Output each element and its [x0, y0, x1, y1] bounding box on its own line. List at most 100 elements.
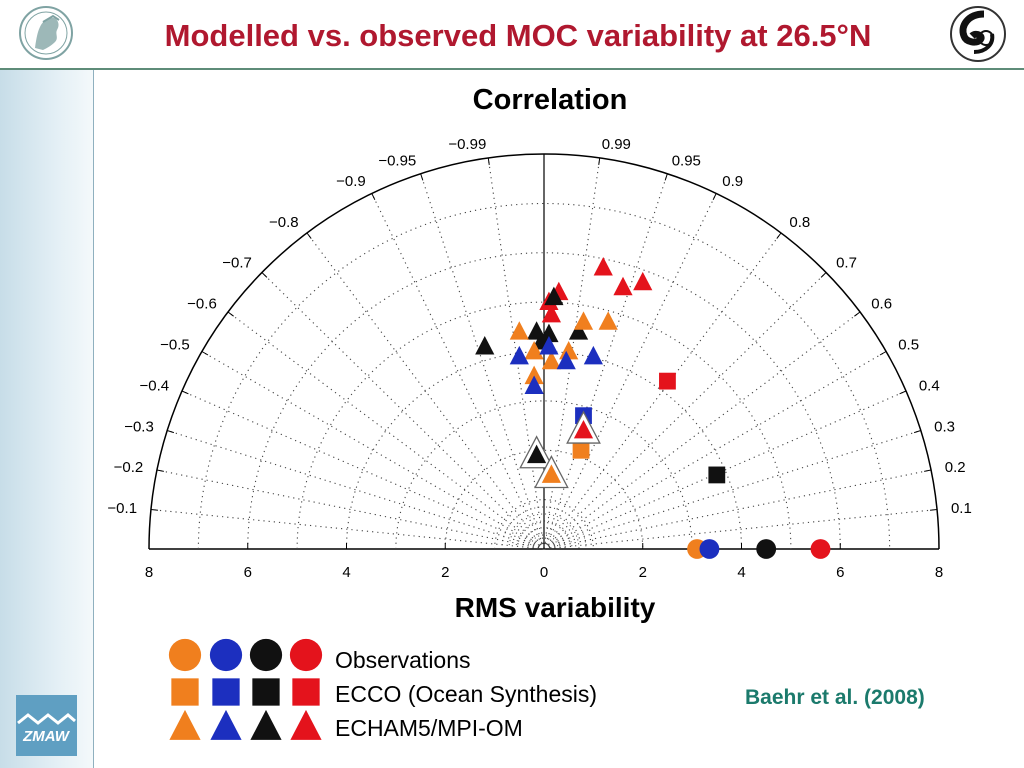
triangle-marker-orange	[541, 350, 562, 370]
rms-tick-label: 6	[244, 564, 252, 581]
correlation-tick	[181, 390, 189, 395]
zmaw-logo: ZMAW	[16, 695, 77, 756]
correlation-tick	[776, 232, 782, 239]
rms-tick-label: 0	[540, 564, 548, 581]
legend-label-ecco: ECCO (Ocean Synthesis)	[335, 681, 598, 707]
correlation-tick-label: −0.6	[187, 296, 217, 313]
rms-tick-label: 6	[836, 564, 844, 581]
correlation-tick	[924, 469, 932, 472]
correlation-tick	[899, 390, 907, 395]
correlation-tick-label: 0.1	[951, 500, 972, 517]
citation: Baehr et al. (2008)	[745, 686, 925, 709]
correlation-tick-label: −0.1	[107, 500, 137, 517]
circle-marker-blue	[699, 539, 720, 559]
rms-tick-label: 2	[639, 564, 647, 581]
triangle-marker-orange	[559, 340, 579, 360]
correlation-grid-line	[227, 311, 545, 550]
square-marker-black	[708, 466, 726, 484]
correlation-grid-line	[543, 157, 601, 550]
outlined-triangle-frame	[566, 410, 601, 444]
origin-grid-circle	[515, 520, 573, 550]
triangle-marker-black	[544, 286, 564, 306]
triangle-marker-black	[526, 321, 547, 340]
triangle-marker-orange	[598, 311, 618, 330]
legend-circle-marker	[168, 638, 202, 672]
correlation-grid-line	[487, 157, 545, 550]
correlation-tick	[227, 311, 234, 317]
correlation-tick	[712, 193, 717, 201]
triangle-marker-black	[539, 323, 559, 343]
correlation-tick	[420, 173, 424, 181]
sidebar-panel	[0, 0, 94, 768]
legend-triangle-marker	[169, 709, 201, 740]
correlation-grid-line	[167, 429, 545, 550]
triangle-marker-blue	[509, 345, 529, 365]
legend-square-marker	[212, 678, 240, 706]
correlation-tick-label: 0.95	[672, 152, 701, 169]
circle-marker-black	[756, 539, 777, 559]
triangle-marker-blue	[583, 345, 603, 365]
triangle-marker-blue	[556, 350, 576, 370]
correlation-tick-label: 0.5	[898, 337, 919, 354]
correlation-grid-line	[543, 390, 907, 550]
correlation-tick	[371, 193, 376, 201]
correlation-tick	[854, 311, 861, 317]
outer-arc	[148, 153, 940, 550]
circle-marker-red	[810, 539, 831, 559]
correlation-tick-label: 0.3	[934, 418, 955, 435]
correlation-grid-line	[181, 390, 545, 550]
triangle-marker-black	[526, 444, 547, 464]
correlation-grid-line	[543, 272, 827, 550]
x-axis-title: RMS variability	[454, 592, 656, 623]
legend-triangle-marker	[290, 709, 322, 740]
legend-square-marker	[292, 678, 320, 706]
correlation-grid-line	[543, 232, 782, 550]
triangle-marker-red	[613, 276, 633, 296]
square-marker-orange	[572, 441, 590, 459]
legend-circle-marker	[209, 638, 243, 672]
origin-grid-circle	[501, 506, 587, 550]
rms-grid-circle	[494, 499, 594, 550]
chart-title: Correlation	[472, 84, 628, 116]
correlation-tick	[598, 157, 601, 165]
correlation-tick-label: −0.9	[336, 173, 366, 190]
zmaw-logo-text: ZMAW	[22, 728, 71, 745]
correlation-tick-label: −0.4	[140, 377, 170, 394]
page-title: Modelled vs. observed MOC variability at…	[164, 18, 872, 53]
correlation-grid-line	[543, 508, 938, 550]
correlation-tick-label: 0.8	[789, 214, 810, 231]
correlation-tick-label: −0.2	[114, 459, 144, 476]
origin-grid-circle	[508, 513, 580, 550]
correlation-tick	[306, 232, 312, 239]
outlined-triangle-frame	[519, 435, 554, 469]
correlation-tick-label: 0.4	[919, 377, 940, 394]
triangle-marker-orange	[573, 311, 594, 330]
rms-grid-circle	[345, 351, 743, 550]
outlined-triangle-frame	[534, 454, 569, 489]
triangle-marker-red	[593, 257, 613, 276]
correlation-tick	[261, 272, 268, 278]
correlation-tick-label: −0.7	[222, 255, 252, 272]
rms-grid-circle	[296, 301, 792, 550]
triangle-marker-black	[568, 321, 589, 340]
rms-tick-label: 2	[441, 564, 449, 581]
rms-tick-label: 8	[145, 564, 153, 581]
origin-grid-circle	[522, 527, 566, 550]
correlation-grid-line	[543, 193, 717, 550]
legend-circle-marker	[249, 638, 283, 672]
correlation-tick-label: −0.5	[160, 337, 190, 354]
header-bar	[0, 0, 1024, 70]
correlation-tick-label: −0.3	[124, 418, 154, 435]
rms-grid-circle	[395, 400, 693, 550]
legend-square-marker	[171, 678, 199, 706]
correlation-grid-line	[543, 173, 668, 550]
triangle-marker-red	[539, 291, 559, 311]
rms-tick-label: 4	[737, 564, 745, 581]
correlation-grid-line	[371, 193, 545, 550]
triangle-marker-red	[573, 419, 594, 439]
correlation-tick	[664, 173, 668, 181]
triangle-marker-orange	[541, 464, 562, 483]
correlation-tick	[487, 157, 490, 165]
triangle-marker-red	[633, 271, 653, 291]
correlation-grid-line	[261, 272, 545, 550]
